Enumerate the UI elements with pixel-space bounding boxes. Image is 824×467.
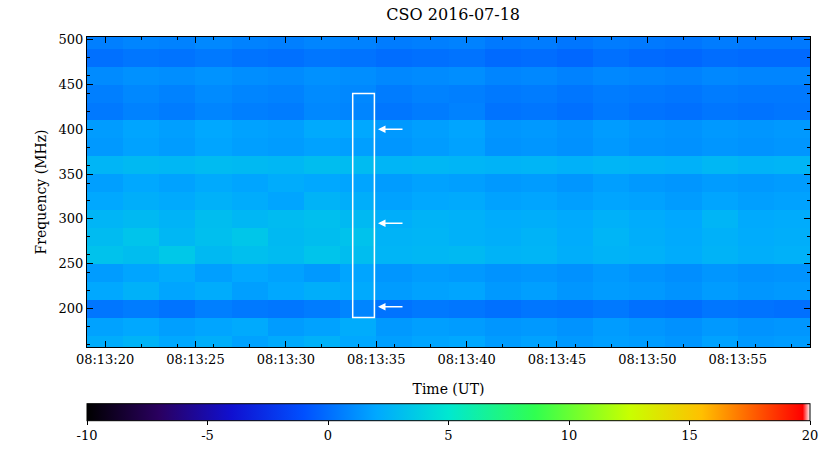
- svg-text:-10: -10: [77, 428, 98, 443]
- svg-text:450: 450: [59, 77, 84, 92]
- svg-text:CSO 2016-07-18: CSO 2016-07-18: [386, 5, 520, 24]
- svg-text:08:13:30: 08:13:30: [257, 352, 315, 367]
- svg-text:08:13:40: 08:13:40: [437, 352, 495, 367]
- svg-text:0: 0: [324, 428, 332, 443]
- svg-text:08:13:25: 08:13:25: [166, 352, 224, 367]
- svg-text:08:13:20: 08:13:20: [76, 352, 134, 367]
- svg-text:08:13:35: 08:13:35: [347, 352, 405, 367]
- svg-text:15: 15: [681, 428, 698, 443]
- svg-text:-5: -5: [201, 428, 214, 443]
- svg-text:200: 200: [59, 301, 84, 316]
- svg-text:250: 250: [59, 256, 84, 271]
- svg-text:400: 400: [59, 122, 84, 137]
- svg-text:08:13:55: 08:13:55: [709, 352, 767, 367]
- svg-text:20: 20: [802, 428, 819, 443]
- svg-text:Time (UT): Time (UT): [413, 381, 485, 397]
- svg-text:08:13:45: 08:13:45: [528, 352, 586, 367]
- svg-text:08:13:50: 08:13:50: [618, 352, 676, 367]
- svg-text:500: 500: [59, 32, 84, 47]
- svg-text:300: 300: [59, 211, 84, 226]
- svg-text:350: 350: [59, 167, 84, 182]
- svg-text:5: 5: [444, 428, 452, 443]
- svg-text:Frequency (MHz): Frequency (MHz): [33, 129, 49, 254]
- svg-text:10: 10: [561, 428, 578, 443]
